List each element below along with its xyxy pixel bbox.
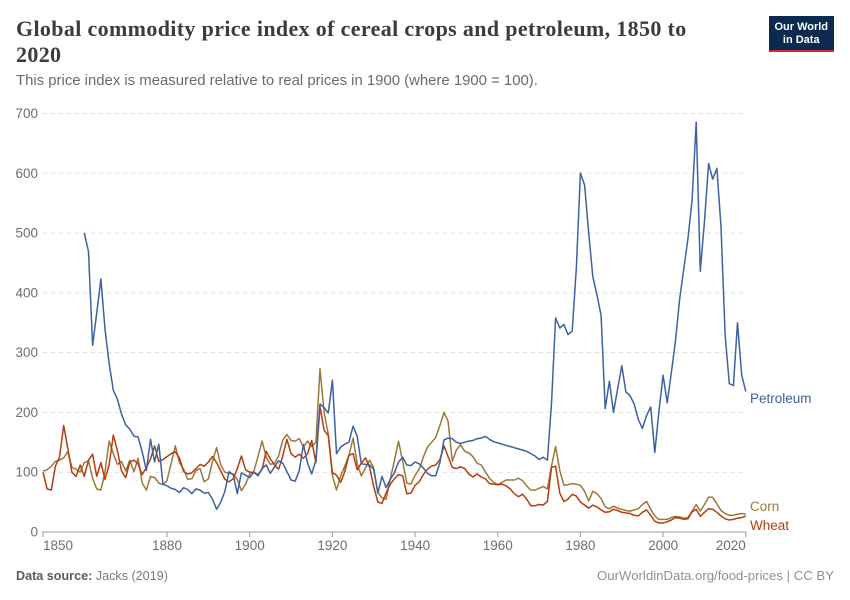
svg-text:1980: 1980 bbox=[565, 538, 595, 553]
svg-text:1940: 1940 bbox=[400, 538, 430, 553]
svg-text:2000: 2000 bbox=[648, 538, 678, 553]
svg-text:Corn: Corn bbox=[750, 499, 779, 514]
svg-text:1920: 1920 bbox=[317, 538, 347, 553]
svg-text:300: 300 bbox=[15, 345, 38, 360]
svg-text:500: 500 bbox=[15, 226, 38, 241]
svg-text:100: 100 bbox=[15, 465, 38, 480]
svg-text:1960: 1960 bbox=[483, 538, 513, 553]
svg-text:0: 0 bbox=[30, 525, 38, 540]
svg-text:600: 600 bbox=[15, 166, 38, 181]
svg-text:1850: 1850 bbox=[43, 538, 73, 553]
svg-text:2020: 2020 bbox=[716, 538, 746, 553]
svg-text:400: 400 bbox=[15, 285, 38, 300]
svg-text:200: 200 bbox=[15, 405, 38, 420]
svg-text:700: 700 bbox=[15, 106, 38, 121]
svg-text:Wheat: Wheat bbox=[750, 518, 789, 533]
svg-text:Petroleum: Petroleum bbox=[750, 391, 812, 406]
svg-text:1880: 1880 bbox=[152, 538, 182, 553]
svg-text:1900: 1900 bbox=[235, 538, 265, 553]
